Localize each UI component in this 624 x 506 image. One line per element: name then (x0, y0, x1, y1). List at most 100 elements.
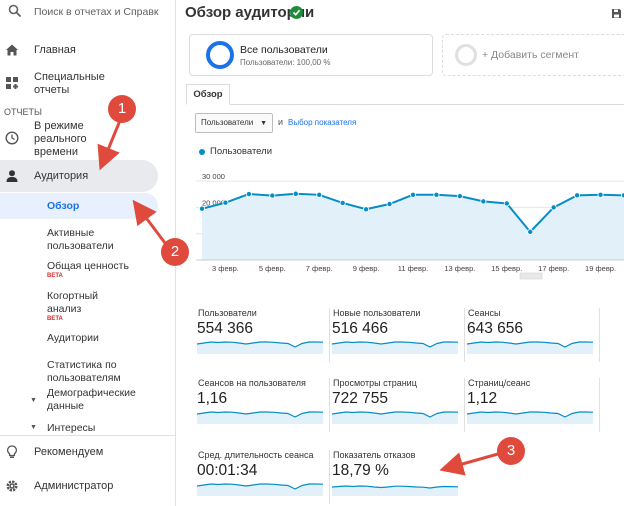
metric-tile[interactable]: Сеансов на пользователя 1,16 (196, 378, 330, 438)
caret-down-icon[interactable]: ▼ (30, 424, 37, 431)
sparkline-fill (197, 412, 323, 424)
sidebar-item-lifetime-value[interactable]: Общая ценность BETA (47, 260, 147, 280)
sparkline-fill (467, 342, 593, 354)
sidebar-item-label: Общая ценность (47, 260, 129, 272)
tab-overview[interactable]: Обзор (186, 84, 230, 105)
sidebar-item-audiences[interactable]: Аудитории (47, 332, 99, 344)
sparkline (196, 483, 324, 496)
metric-value: 643 656 (467, 320, 524, 337)
metric-select[interactable]: Пользователи ▼ (195, 113, 273, 133)
data-point (456, 193, 463, 200)
data-point (222, 199, 229, 206)
segment-card[interactable]: Все пользователи Пользователи: 100,00 % (189, 34, 433, 76)
annotation-badge-2: 2 (161, 238, 189, 266)
sidebar-item-custom-reports[interactable]: Специальные отчеты (0, 70, 175, 98)
sparkline-fill (332, 342, 458, 354)
metric-value: 1,16 (197, 390, 228, 407)
sidebar-item-label: Рекомендуем (34, 446, 104, 458)
beta-badge: BETA (47, 316, 63, 322)
sparkline-line (196, 483, 324, 490)
metric-tile[interactable]: Пользователи 554 366 (196, 308, 330, 368)
metric-value: 00:01:34 (197, 462, 258, 479)
dashboard-icon (5, 76, 19, 90)
data-point (199, 205, 205, 212)
verified-check-icon (290, 6, 303, 19)
sparkline-fill (332, 486, 458, 496)
sidebar-item-admin[interactable]: Администратор (0, 478, 175, 496)
sparkline-fill (467, 412, 593, 424)
data-point (597, 191, 604, 198)
sparkline (331, 485, 459, 496)
metric-label: Сред. длительность сеанса (198, 450, 314, 460)
metric-label: Новые пользователи (333, 308, 421, 318)
metric-tile[interactable]: Просмотры страниц 722 755 (331, 378, 465, 438)
sidebar-item-realtime[interactable]: В режиме реального времени (0, 119, 175, 159)
search-input[interactable]: Поиск в отчетах и Справк (34, 6, 159, 18)
metric-label: Просмотры страниц (333, 378, 417, 388)
sparkline (466, 341, 594, 354)
sidebar-item-active-users[interactable]: Активные пользователи (47, 227, 114, 252)
data-point (269, 192, 276, 199)
divider (599, 378, 600, 432)
sidebar-item-overview[interactable]: Обзор (0, 193, 158, 219)
metric-label: Пользователи (198, 308, 257, 318)
section-label-reports: ОТЧЕТЫ (4, 107, 42, 117)
sidebar-item-home[interactable]: Главная (0, 42, 175, 60)
sparkline (196, 411, 324, 424)
metric-label: Сеансов на пользователя (198, 378, 306, 388)
metric-label: Страниц/сеанс (468, 378, 531, 388)
metric-tile[interactable]: Новые пользователи 516 466 (331, 308, 465, 368)
data-point (550, 204, 557, 211)
gear-icon (5, 479, 19, 493)
x-tick-label: 17 февр. (538, 264, 569, 273)
save-icon[interactable] (611, 6, 622, 24)
sidebar-item-demographics[interactable]: Демографические данные (47, 387, 136, 412)
x-tick-label: 3 февр. (212, 264, 239, 273)
sidebar-item-recommendations[interactable]: Рекомендуем (0, 444, 175, 462)
metric-tile[interactable]: Сеансы 643 656 (466, 308, 600, 368)
metric-value: 1,12 (467, 390, 498, 407)
chart-legend: Пользователи (210, 146, 273, 157)
data-point (386, 201, 393, 208)
sidebar-item-user-explorer[interactable]: Статистика по пользователям (47, 359, 121, 384)
page-title: Обзор аудитории (185, 4, 315, 21)
sidebar: Поиск в отчетах и Справк Главная Специал… (0, 0, 176, 506)
select-metric-link[interactable]: Выбор показателя (288, 118, 357, 127)
sparkline-line (331, 411, 459, 418)
divider (464, 378, 465, 432)
caret-down-icon[interactable]: ▼ (30, 397, 37, 404)
divider (329, 378, 330, 432)
sparkline-line (331, 485, 459, 489)
person-icon (5, 169, 19, 188)
sparkline-fill (197, 342, 323, 354)
sidebar-item-label: Когортный анализ (47, 290, 99, 315)
sidebar-item-audience[interactable]: Аудитория (0, 160, 158, 192)
sparkline (331, 341, 459, 354)
search-icon (8, 4, 22, 23)
data-point (409, 191, 416, 198)
segment-circle-icon (206, 41, 234, 69)
segment-subtitle: Пользователи: 100,00 % (240, 58, 331, 67)
segment-title: Все пользователи (240, 44, 328, 56)
add-segment-button[interactable]: + Добавить сегмент (442, 34, 624, 76)
x-tick-label: 5 февр. (259, 264, 286, 273)
divider (599, 308, 600, 362)
metric-tile[interactable]: Сред. длительность сеанса 00:01:34 (196, 450, 330, 506)
sparkline-line (466, 341, 594, 348)
data-point (433, 191, 440, 198)
sparkline-line (466, 411, 594, 418)
search-bar[interactable]: Поиск в отчетах и Справк (0, 0, 175, 24)
sidebar-item-label: В режиме реального времени (34, 120, 87, 158)
data-point (527, 228, 534, 235)
chevron-down-icon: ▼ (260, 120, 267, 127)
sidebar-item-cohort-analysis[interactable]: Когортный анализ BETA (47, 290, 117, 323)
sidebar-item-interests[interactable]: Интересы (47, 422, 96, 434)
metric-value: 722 755 (332, 390, 389, 407)
data-point (503, 200, 510, 207)
metric-tile[interactable]: Страниц/сеанс 1,12 (466, 378, 600, 438)
sparkline (331, 411, 459, 424)
metric-tile[interactable]: Показатель отказов 18,79 % (331, 450, 459, 506)
sidebar-item-label: Администратор (34, 480, 114, 492)
sparkline (196, 341, 324, 354)
